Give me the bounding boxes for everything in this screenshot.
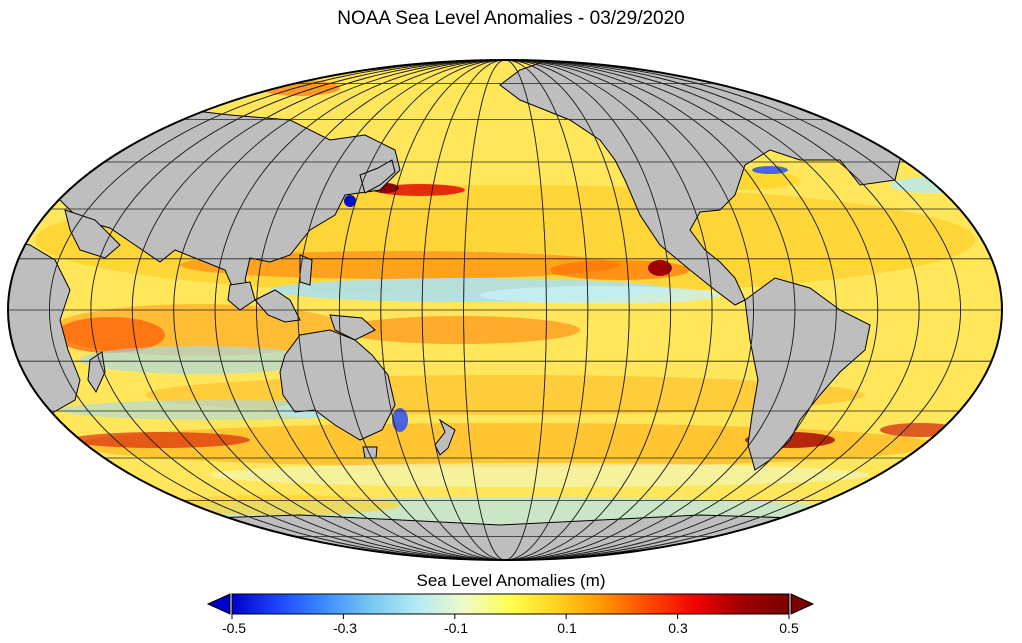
land-maritime-se-asia xyxy=(254,289,301,323)
colorbar-tick-label: -0.1 xyxy=(443,620,469,636)
meridian-line xyxy=(297,60,713,560)
meridian-line xyxy=(256,60,754,560)
land-japan xyxy=(359,159,396,194)
land-borneo xyxy=(227,281,256,311)
land-south-america xyxy=(744,277,871,471)
colorbar-tick-label: -0.5 xyxy=(221,620,247,636)
meridian-line xyxy=(131,60,879,560)
colorbar-ticks xyxy=(231,614,790,619)
colorbar-tick-label: 0.5 xyxy=(779,620,799,636)
colorbar-tick-label: 0.3 xyxy=(668,620,688,636)
map-title: NOAA Sea Level Anomalies - 03/29/2020 xyxy=(337,8,685,29)
colorbar xyxy=(206,593,815,619)
colorbar-extend-low xyxy=(206,593,231,615)
meridian-line xyxy=(421,60,589,560)
colorbar-tick-label: -0.3 xyxy=(332,620,358,636)
meridian-line xyxy=(380,60,630,560)
graticule xyxy=(8,60,1002,560)
colorbar-label: Sea Level Anomalies (m) xyxy=(416,571,606,590)
colorbar-extend-high xyxy=(790,593,815,615)
meridian-line xyxy=(49,60,961,560)
land-greenland xyxy=(869,60,991,141)
land-madagascar xyxy=(87,351,106,394)
land-tasmania xyxy=(362,446,378,459)
meridian-line xyxy=(90,60,920,560)
meridian-line xyxy=(338,60,672,560)
meridian-line xyxy=(173,60,837,560)
colorbar-tick-label: 0.1 xyxy=(557,620,577,636)
land-australia xyxy=(279,329,396,441)
land-new-zealand xyxy=(434,418,456,456)
meridian-line xyxy=(214,60,796,560)
land-new-guinea xyxy=(329,314,376,341)
meridian-line xyxy=(463,60,547,560)
globe-outline xyxy=(7,59,1003,561)
colorbar-gradient xyxy=(231,593,790,615)
